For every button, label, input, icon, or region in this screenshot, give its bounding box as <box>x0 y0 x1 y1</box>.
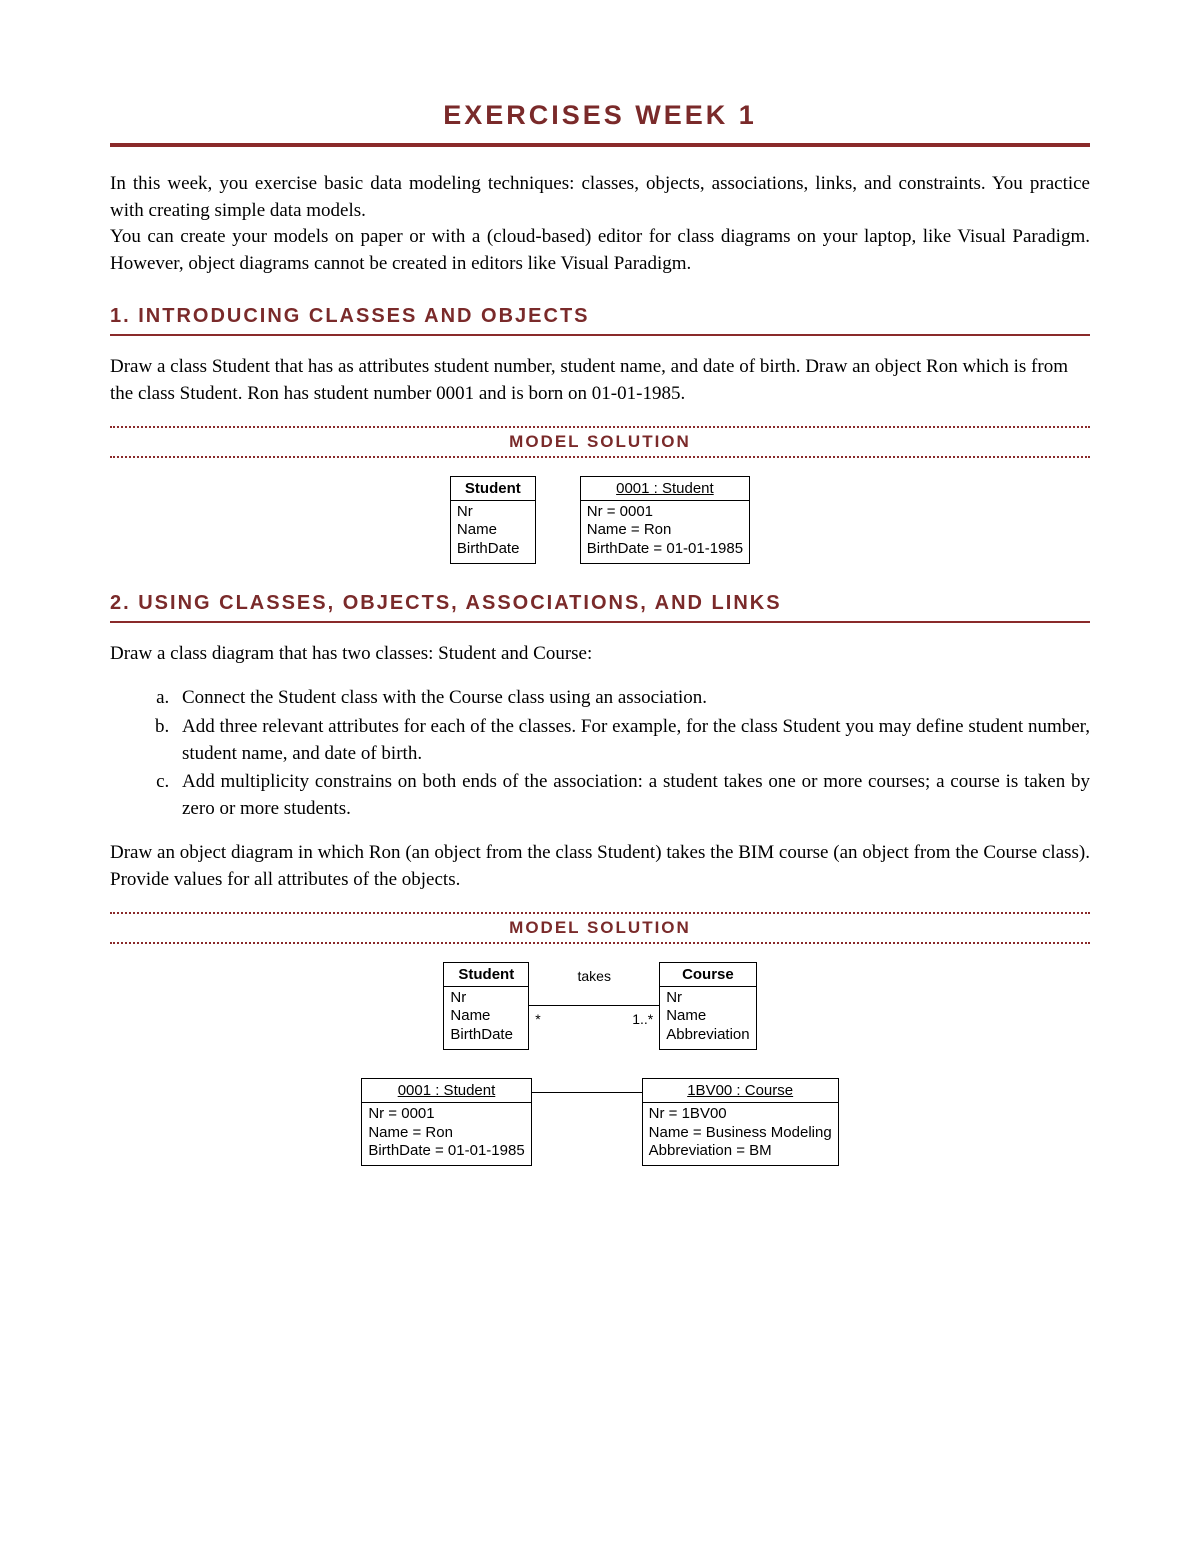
uml-attr: Nr <box>666 989 749 1008</box>
uml-attr: BirthDate <box>457 540 529 559</box>
title-rule <box>110 143 1090 147</box>
section1-heading: 1. INTRODUCING CLASSES AND OBJECTS <box>110 305 1090 328</box>
uml-attr: Name = Ron <box>368 1124 524 1143</box>
object-link <box>532 1078 642 1166</box>
uml-object-course: 1BV00 : Course Nr = 1BV00 Name = Busines… <box>642 1078 839 1166</box>
section2-heading: 2. USING CLASSES, OBJECTS, ASSOCIATIONS,… <box>110 592 1090 615</box>
uml-attr: Name <box>666 1007 749 1026</box>
section1-solution-header: MODEL SOLUTION <box>110 426 1090 458</box>
list-item: Add multiplicity constrains on both ends… <box>174 769 1090 822</box>
uml-class-student-title: Student <box>451 477 535 501</box>
object-link-line <box>532 1092 642 1093</box>
uml-attr: Abbreviation <box>666 1026 749 1045</box>
uml-attr: Name <box>450 1007 522 1026</box>
uml-class-course: Course Nr Name Abbreviation <box>659 962 756 1050</box>
uml-attr: BirthDate = 01-01-1985 <box>368 1142 524 1161</box>
intro-paragraph: In this week, you exercise basic data mo… <box>110 171 1090 277</box>
uml-attr: BirthDate <box>450 1026 522 1045</box>
list-item: Add three relevant attributes for each o… <box>174 714 1090 767</box>
uml-attr: Name = Ron <box>587 521 743 540</box>
uml-class-student2-title: Student <box>444 963 528 987</box>
association-mult-right: 1..* <box>632 1011 653 1027</box>
uml-attr: Abbreviation = BM <box>649 1142 832 1161</box>
uml-object-student-title: 0001 : Student <box>581 477 749 501</box>
uml-attr: Nr <box>457 503 529 522</box>
uml-class-student: Student Nr Name BirthDate <box>450 476 536 564</box>
association-label: takes <box>577 968 610 984</box>
uml-attr: Nr = 0001 <box>368 1105 524 1124</box>
uml-object-course-title: 1BV00 : Course <box>643 1079 838 1103</box>
uml-object-student2-title: 0001 : Student <box>362 1079 530 1103</box>
section2-rule <box>110 621 1090 623</box>
uml-attr: BirthDate = 01-01-1985 <box>587 540 743 559</box>
list-item: Connect the Student class with the Cours… <box>174 685 1090 712</box>
section1-rule <box>110 334 1090 336</box>
section2-class-diagram: Student Nr Name BirthDate takes * 1..* C… <box>110 962 1090 1050</box>
uml-object-student: 0001 : Student Nr = 0001 Name = Ron Birt… <box>580 476 750 564</box>
uml-attr: Nr = 0001 <box>587 503 743 522</box>
section1-text: Draw a class Student that has as attribu… <box>110 354 1090 407</box>
association-line: * 1..* <box>529 1005 659 1006</box>
association-mult-left: * <box>535 1011 540 1027</box>
uml-attr: Nr <box>450 989 522 1008</box>
section2-object-diagram: 0001 : Student Nr = 0001 Name = Ron Birt… <box>110 1078 1090 1166</box>
section2-solution-header: MODEL SOLUTION <box>110 912 1090 944</box>
uml-class-course-title: Course <box>660 963 755 987</box>
section2-intro: Draw a class diagram that has two classe… <box>110 641 1090 668</box>
section2-outro: Draw an object diagram in which Ron (an … <box>110 840 1090 893</box>
association: takes * 1..* <box>529 962 659 1050</box>
uml-attr: Name = Business Modeling <box>649 1124 832 1143</box>
uml-object-student2: 0001 : Student Nr = 0001 Name = Ron Birt… <box>361 1078 531 1166</box>
section1-diagram: Student Nr Name BirthDate 0001 : Student… <box>110 476 1090 564</box>
page-title: EXERCISES WEEK 1 <box>110 100 1090 131</box>
uml-class-student2: Student Nr Name BirthDate <box>443 962 529 1050</box>
uml-attr: Name <box>457 521 529 540</box>
uml-attr: Nr = 1BV00 <box>649 1105 832 1124</box>
section2-list: Connect the Student class with the Cours… <box>110 685 1090 822</box>
